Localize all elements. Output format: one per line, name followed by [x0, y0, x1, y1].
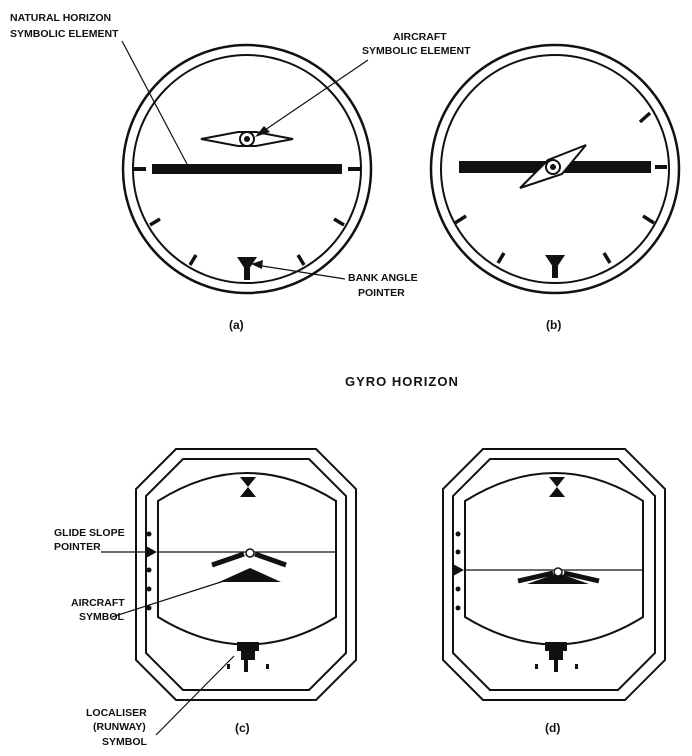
caption-c: (c): [235, 721, 250, 735]
instrument-d-aircraft-symbol: [527, 573, 589, 584]
leader-aircraft-element-arrowhead: [255, 126, 270, 137]
instrument-c-outer-frame: [135, 448, 357, 701]
instrument-a-bank-pointer-stem: [244, 268, 250, 280]
instrument-b-bank-pointer: [545, 255, 565, 270]
instrument-d-runway-symbol: [545, 642, 567, 660]
leader-aircraft-element: [261, 59, 369, 133]
instrument-b-aircraft-dot: [550, 164, 556, 170]
instrument-b: [429, 43, 681, 295]
leader-bank-angle: [255, 264, 346, 280]
instrument-b-inner-ring: [440, 54, 670, 284]
instrument-d-glide-slope-scale: [455, 531, 461, 611]
instrument-c-display-window: [157, 472, 337, 646]
label-localiser-line2: (RUNWAY): [93, 721, 146, 733]
caption-b: (b): [546, 318, 561, 332]
instrument-c-aircraft-centre: [245, 548, 255, 558]
instrument-a-horizon-bar: [152, 164, 342, 174]
instrument-c: [135, 448, 357, 701]
label-natural-horizon-line1: NATURAL HORIZON: [10, 12, 111, 24]
instrument-c-top-index: [240, 477, 256, 497]
label-aircraft-element-line1: AIRCRAFT: [393, 31, 447, 43]
instrument-d-display-window: [464, 472, 644, 646]
label-glide-slope-line2: POINTER: [54, 541, 101, 553]
instrument-b-bank-pointer-stem: [552, 266, 558, 278]
instrument-d-aircraft-wings: [517, 570, 600, 584]
instrument-d-top-index: [549, 477, 565, 497]
leader-aircraft-symbol: [111, 580, 225, 618]
label-bank-angle-line1: BANK ANGLE: [348, 272, 418, 284]
instrument-c-localiser-scale: [227, 657, 269, 672]
instrument-a-outer-ring: [121, 43, 373, 295]
figure-title: GYRO HORIZON: [345, 374, 459, 389]
label-bank-angle-line2: POINTER: [358, 287, 405, 299]
instrument-c-aircraft-symbol: [219, 568, 281, 582]
label-natural-horizon-line2: SYMBOLIC ELEMENT: [10, 28, 119, 40]
label-aircraft-symbol-line1: AIRCRAFT: [71, 597, 125, 609]
caption-a: (a): [229, 318, 244, 332]
label-glide-slope-line1: GLIDE SLOPE: [54, 527, 125, 539]
instrument-c-glide-slope-pointer: [146, 546, 157, 558]
leader-localiser: [155, 655, 235, 736]
instrument-c-glide-slope-scale: [146, 531, 152, 611]
instrument-d-glide-slope-pointer: [453, 564, 464, 576]
instrument-a-bank-scale: [149, 217, 345, 266]
instrument-a: [121, 43, 373, 295]
instrument-c-aircraft-wings: [211, 551, 287, 568]
leader-natural-horizon: [121, 40, 189, 167]
instrument-d-aircraft-centre: [553, 567, 563, 577]
instrument-d-inner-frame: [452, 458, 656, 691]
instrument-d: [442, 448, 666, 701]
instrument-a-bank-pointer: [237, 257, 257, 272]
instrument-c-runway-symbol: [237, 642, 259, 660]
label-localiser-line1: LOCALISER: [86, 707, 147, 719]
instrument-d-outer-frame: [442, 448, 666, 701]
instrument-d-localiser-scale: [535, 657, 578, 672]
label-aircraft-symbol-line2: SYMBOL: [79, 611, 125, 623]
label-aircraft-element-line2: SYMBOLIC ELEMENT: [362, 45, 471, 57]
instrument-b-bank-scale: [454, 111, 655, 264]
instrument-b-outer-ring: [429, 43, 681, 295]
caption-d: (d): [545, 721, 560, 735]
instrument-a-aircraft-dot: [244, 136, 250, 142]
leader-bank-angle-arrowhead: [251, 260, 263, 269]
label-localiser-line3: SYMBOL: [102, 736, 148, 748]
